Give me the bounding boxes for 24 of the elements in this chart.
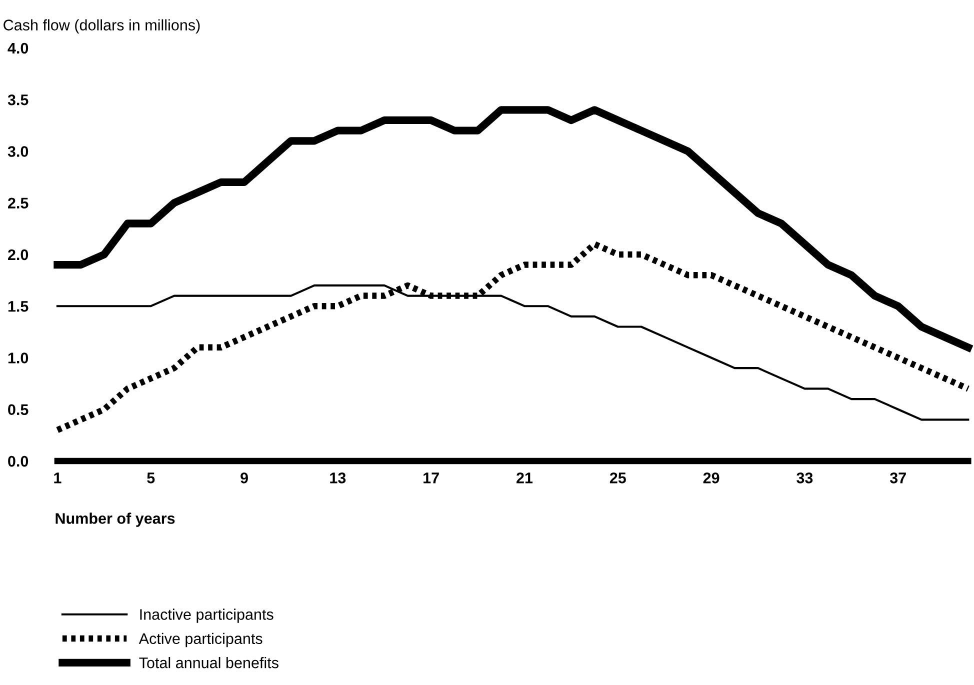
x-tick-label: 1 (54, 472, 62, 484)
x-tick-label: 9 (240, 472, 248, 484)
x-tick-label: 33 (796, 472, 813, 484)
y-tick-label: 3.5 (8, 94, 28, 106)
legend-label: Total annual benefits (139, 657, 278, 668)
legend-label: Inactive participants (140, 608, 274, 623)
x-tick-label: 37 (890, 472, 906, 484)
x-tick-label: 17 (424, 472, 439, 484)
x-tick-label: 21 (516, 472, 533, 484)
y-tick-label: 1.5 (8, 301, 28, 312)
legend-label: Active participants (138, 632, 262, 648)
y-tick-label: 4.0 (8, 42, 28, 54)
y-tick-label: 0.0 (8, 456, 28, 467)
x-tick-label: 25 (610, 472, 626, 484)
x-tick-label: 29 (703, 472, 720, 484)
y-tick-label: 2.5 (8, 198, 28, 209)
y-axis-title: Cash flow (dollars in millions) (4, 19, 200, 34)
y-tick-label: 3.0 (8, 146, 28, 157)
y-tick-label: 2.0 (8, 249, 28, 260)
y-tick-label: 1.0 (8, 352, 28, 364)
x-axis-title: Number of years (56, 512, 175, 527)
x-tick-label: 5 (147, 472, 155, 484)
y-tick-label: 0.5 (8, 404, 28, 416)
x-tick-label: 13 (330, 472, 346, 484)
